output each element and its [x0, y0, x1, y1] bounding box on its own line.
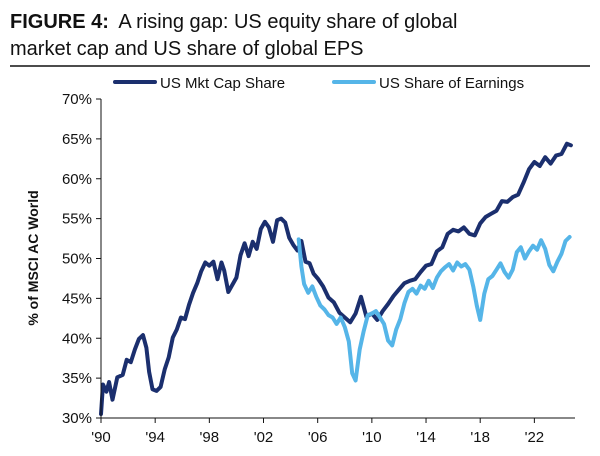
x-tick-label: '98	[200, 429, 220, 446]
y-tick-label: 65%	[62, 131, 92, 148]
x-axis: '90 '94 '98 '02 '06 '10 '14 '18 '22	[91, 417, 575, 446]
x-tick-label: '14	[416, 429, 436, 446]
series-line-1	[99, 141, 573, 416]
x-tick-label: '10	[362, 429, 382, 446]
x-tick-label: '18	[470, 429, 490, 446]
y-axis-label: % of MSCI AC World	[25, 190, 41, 325]
chart-title-line-2: market cap and US share of global EPS	[10, 38, 364, 60]
y-tick-label: 35%	[62, 370, 92, 387]
y-tick-label: 45%	[62, 290, 92, 307]
chart-title: FIGURE 4: A rising gap: US equity share …	[10, 11, 457, 33]
legend-label: US Mkt Cap Share	[160, 75, 285, 92]
x-tick-label: '90	[91, 429, 111, 446]
legend-label: US Share of Earnings	[379, 75, 524, 92]
y-tick-label: 40%	[62, 330, 92, 347]
y-tick-label: 50%	[62, 251, 92, 268]
y-axis: 30% 35% 40% 45% 50% 55% 60% 65% 70%	[62, 91, 102, 427]
y-tick-label: 30%	[62, 410, 92, 427]
chart-title-prefix: FIGURE 4:	[10, 11, 109, 33]
plot-area	[99, 141, 573, 416]
series-line-2	[296, 235, 572, 383]
y-tick-label: 55%	[62, 211, 92, 228]
y-tick-label: 70%	[62, 91, 92, 108]
x-tick-label: '94	[145, 429, 165, 446]
x-tick-label: '02	[254, 429, 274, 446]
legend: US Mkt Cap Share US Share of Earnings	[113, 75, 524, 92]
y-tick-label: 60%	[62, 171, 92, 188]
chart-title-line-1: A rising gap: US equity share of global	[118, 11, 457, 33]
x-tick-label: '22	[525, 429, 545, 446]
x-tick-label: '06	[308, 429, 328, 446]
